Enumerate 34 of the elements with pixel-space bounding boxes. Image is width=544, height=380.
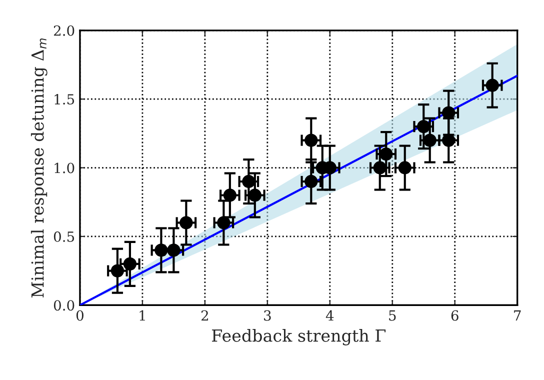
- point: [304, 134, 318, 147]
- y-tick-label: 0.5: [54, 231, 74, 242]
- point: [248, 188, 262, 202]
- point: [442, 134, 456, 147]
- y-tick-label: 2.0: [54, 25, 74, 36]
- x-tick-label: 3: [264, 310, 271, 321]
- point: [442, 106, 456, 120]
- point: [304, 174, 318, 188]
- point: [373, 161, 386, 174]
- point: [398, 161, 412, 174]
- point: [217, 216, 230, 230]
- y-axis-title: Minimal response detuning Δ$_{m}$: [30, 38, 48, 298]
- x-tick-label: 2: [201, 310, 208, 321]
- point: [380, 147, 393, 161]
- point: [423, 134, 436, 147]
- y-tick-label: 0.0: [54, 300, 74, 311]
- point: [110, 264, 124, 278]
- x-tick-label: 0: [76, 310, 84, 321]
- x-tick-label: 4: [326, 310, 334, 321]
- point: [486, 78, 499, 92]
- x-tick-label: 6: [451, 310, 458, 321]
- point: [417, 120, 430, 134]
- point: [242, 174, 256, 188]
- x-tick-label: 7: [514, 310, 521, 321]
- point: [180, 216, 193, 230]
- y-tick-label: 1.5: [54, 94, 74, 105]
- point: [154, 244, 168, 257]
- y-tick-label: 1.0: [54, 162, 74, 174]
- point: [123, 257, 137, 271]
- point: [167, 244, 180, 257]
- point: [223, 188, 237, 202]
- x-tick-label: 5: [389, 310, 396, 321]
- x-axis-title: Feedback strength Γ: [212, 329, 386, 346]
- x-tick-label: 1: [140, 310, 145, 321]
